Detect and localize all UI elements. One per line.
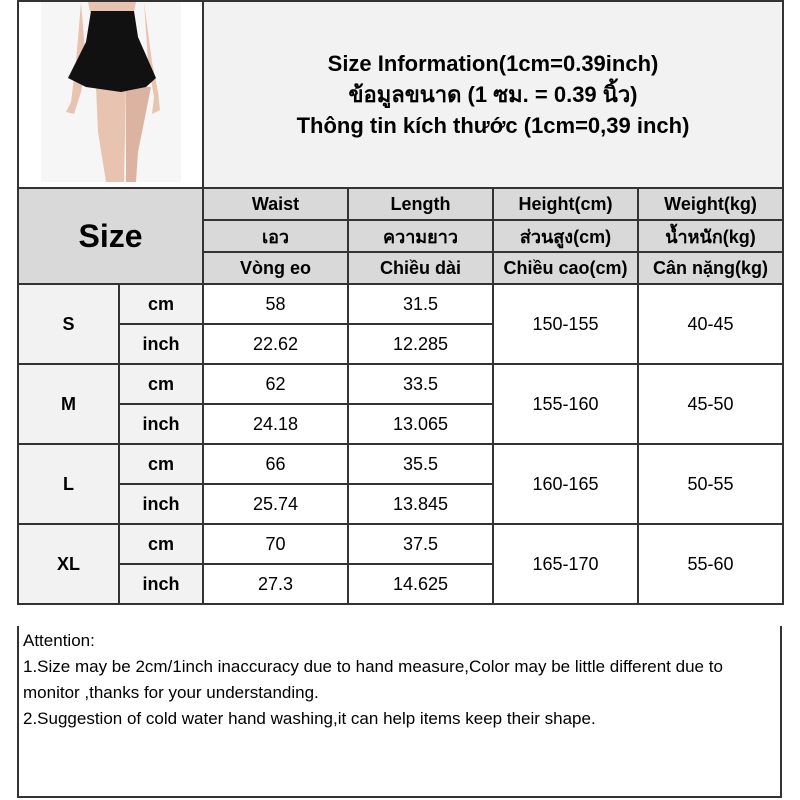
unit-label: inch <box>118 403 204 445</box>
unit-label: inch <box>118 563 204 605</box>
table-row: inch 27.3 14.625 <box>18 563 783 605</box>
col-header-weight: Weight(kg) <box>637 187 784 221</box>
skirt-model-image <box>40 2 181 182</box>
unit-label: cm <box>118 443 204 485</box>
length-inch: 14.625 <box>347 563 494 605</box>
length-inch: 13.845 <box>347 483 494 525</box>
table-row: inch 25.74 13.845 <box>18 483 783 525</box>
size-chart-table: Size Information(1cm=0.39inch) ข้อมูลขนา… <box>17 0 784 605</box>
unit-label: cm <box>118 523 204 565</box>
size-label: XL <box>17 523 120 605</box>
col-header-waist-vi: Vòng eo <box>202 251 349 285</box>
length-inch: 12.285 <box>347 323 494 365</box>
unit-label: inch <box>118 483 204 525</box>
length-cm: 31.5 <box>347 283 494 325</box>
weight-range: 40-45 <box>637 283 784 365</box>
table-row: inch 24.18 13.065 <box>18 403 783 445</box>
col-header-waist-th: เอว <box>202 219 349 253</box>
length-cm: 35.5 <box>347 443 494 485</box>
col-header-weight-th: น้ำหนัก(kg) <box>637 219 784 253</box>
height-range: 160-165 <box>492 443 639 525</box>
col-header-length-th: ความยาว <box>347 219 494 253</box>
table-row: inch 22.62 12.285 <box>18 323 783 365</box>
size-label: S <box>17 283 120 365</box>
title-vietnamese: Thông tin kích thước (1cm=0,39 inch) <box>296 113 690 138</box>
size-header: Size <box>17 187 204 285</box>
waist-cm: 58 <box>202 283 349 325</box>
col-header-length-vi: Chiều dài <box>347 251 494 285</box>
weight-range: 55-60 <box>637 523 784 605</box>
weight-range: 50-55 <box>637 443 784 525</box>
weight-range: 45-50 <box>637 363 784 445</box>
size-information-title: Size Information(1cm=0.39inch) ข้อมูลขนา… <box>202 0 784 189</box>
waist-cm: 62 <box>202 363 349 405</box>
waist-inch: 24.18 <box>202 403 349 445</box>
length-cm: 37.5 <box>347 523 494 565</box>
height-range: 165-170 <box>492 523 639 605</box>
col-header-height-vi: Chiều cao(cm) <box>492 251 639 285</box>
height-range: 150-155 <box>492 283 639 365</box>
length-inch: 13.065 <box>347 403 494 445</box>
attention-note-1: 1.Size may be 2cm/1inch inaccuracy due t… <box>23 657 723 702</box>
col-header-waist: Waist <box>202 187 349 221</box>
waist-inch: 25.74 <box>202 483 349 525</box>
attention-heading: Attention: <box>23 631 95 650</box>
waist-inch: 27.3 <box>202 563 349 605</box>
unit-label: cm <box>118 363 204 405</box>
waist-inch: 22.62 <box>202 323 349 365</box>
height-range: 155-160 <box>492 363 639 445</box>
unit-label: cm <box>118 283 204 325</box>
table-row: XL cm 70 37.5 165-170 55-60 <box>17 523 784 605</box>
waist-cm: 66 <box>202 443 349 485</box>
attention-notes: Attention: 1.Size may be 2cm/1inch inacc… <box>17 626 782 798</box>
title-english: Size Information(1cm=0.39inch) <box>327 51 659 76</box>
product-image <box>17 0 204 189</box>
length-cm: 33.5 <box>347 363 494 405</box>
col-header-height-th: ส่วนสูง(cm) <box>492 219 639 253</box>
col-header-length: Length <box>347 187 494 221</box>
size-label: L <box>17 443 120 525</box>
col-header-weight-vi: Cân nặng(kg) <box>637 251 784 285</box>
waist-cm: 70 <box>202 523 349 565</box>
size-label: M <box>17 363 120 445</box>
title-thai: ข้อมูลขนาด (1 ซม. = 0.39 นิ้ว) <box>348 82 638 107</box>
col-header-height: Height(cm) <box>492 187 639 221</box>
attention-note-2: 2.Suggestion of cold water hand washing,… <box>23 709 596 728</box>
unit-label: inch <box>118 323 204 365</box>
